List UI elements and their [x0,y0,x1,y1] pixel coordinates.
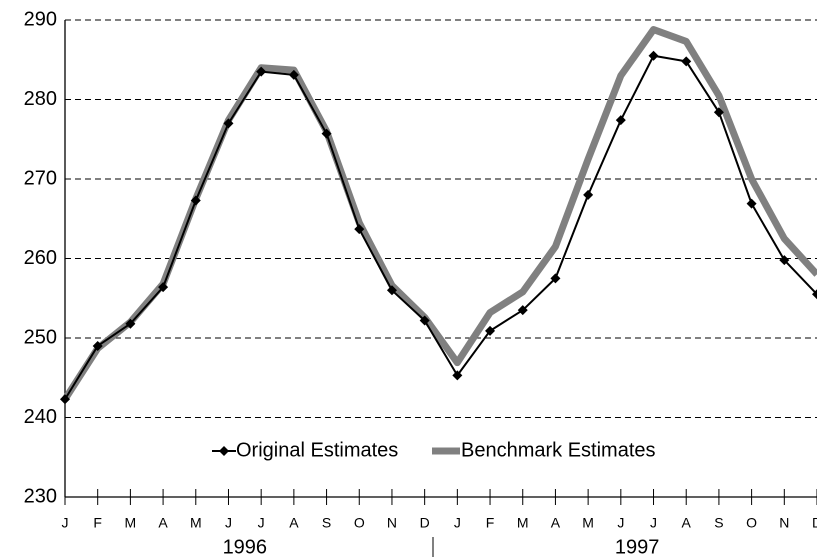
x-tick-label: N [387,515,397,531]
x-tick-label: D [812,515,817,531]
marker [550,273,561,284]
x-tick-label: A [682,515,692,531]
x-tick-label: D [420,515,430,531]
marker [713,107,724,118]
x-tick-label: M [190,515,202,531]
y-tick-label: 240 [24,406,57,428]
x-tick-label: F [486,515,495,531]
x-tick-label: A [551,515,561,531]
marker [288,69,299,80]
marker [746,198,757,209]
marker [386,285,397,296]
y-tick-label: 260 [24,247,57,269]
marker [648,50,659,61]
y-tick-label: 230 [24,485,57,507]
marker [419,315,430,326]
x-tick-label: S [714,515,723,531]
marker [517,305,528,316]
x-tick-label: N [779,515,789,531]
marker [92,340,103,351]
x-tick-label: S [322,515,331,531]
x-tick-label: O [354,515,365,531]
marker [223,118,234,129]
x-tick-label: A [289,515,299,531]
marker [125,318,136,329]
year-label: 1996 [223,536,268,557]
legend-label: Original Estimates [236,439,398,461]
x-tick-label: J [258,515,265,531]
marker [60,394,70,405]
marker [779,255,790,266]
y-tick-label: 250 [24,326,57,348]
marker [321,128,332,139]
marker [583,189,594,200]
marker [615,115,626,126]
x-tick-label: A [158,515,168,531]
y-tick-label: 280 [24,88,57,110]
marker [812,289,817,300]
x-tick-label: M [582,515,594,531]
marker [354,224,365,235]
year-label: 1997 [615,536,660,557]
legend-label: Benchmark Estimates [461,439,656,461]
marker [452,370,463,381]
x-tick-label: J [650,515,657,531]
x-tick-label: J [617,515,624,531]
marker [485,325,496,336]
legend-marker [219,446,229,456]
series-line [62,26,817,402]
x-tick-label: F [93,515,102,531]
y-tick-label: 270 [24,167,57,189]
marker [256,66,267,77]
x-tick-label: M [517,515,529,531]
marker [681,56,692,67]
marker [190,195,201,206]
x-tick-label: J [454,515,461,531]
x-tick-label: M [125,515,137,531]
series-line [64,54,817,400]
x-tick-label: O [746,515,757,531]
x-tick-label: J [225,515,232,531]
y-tick-label: 290 [24,8,57,30]
marker [158,282,169,293]
x-tick-label: J [62,515,69,531]
